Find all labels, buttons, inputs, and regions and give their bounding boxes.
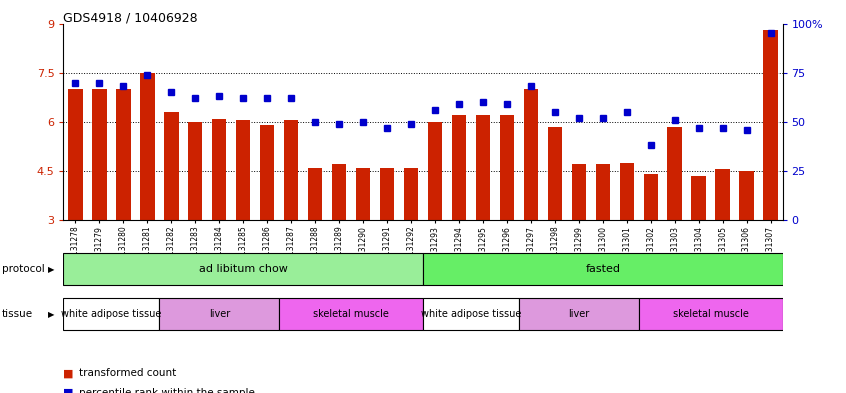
Bar (404, 168, 418, 220)
Bar (260, 125, 274, 220)
Bar (164, 112, 179, 220)
Text: liver: liver (209, 309, 230, 320)
Bar (644, 174, 658, 220)
Text: GDS4918 / 10406928: GDS4918 / 10406928 (63, 12, 198, 25)
Bar (667, 127, 682, 220)
Bar (619, 163, 634, 220)
Bar (63, 253, 423, 285)
Bar (423, 299, 519, 330)
Text: tissue: tissue (2, 309, 33, 320)
Bar (188, 122, 202, 220)
Text: percentile rank within the sample: percentile rank within the sample (79, 388, 255, 393)
Text: ■: ■ (63, 388, 74, 393)
Bar (69, 89, 83, 220)
Bar (236, 120, 250, 220)
Text: white adipose tissue: white adipose tissue (61, 309, 162, 320)
Bar (500, 115, 514, 220)
Bar (639, 299, 783, 330)
Text: skeletal muscle: skeletal muscle (673, 309, 749, 320)
Bar (596, 164, 610, 220)
Bar (572, 164, 586, 220)
Bar (116, 89, 130, 220)
Text: transformed count: transformed count (79, 368, 176, 378)
Bar (475, 115, 490, 220)
Bar (356, 168, 371, 220)
Bar (763, 30, 777, 220)
Text: protocol: protocol (2, 264, 45, 274)
Text: ▶: ▶ (48, 310, 55, 319)
Bar (739, 171, 754, 220)
Text: fasted: fasted (585, 264, 620, 274)
Bar (284, 120, 299, 220)
Bar (308, 168, 322, 220)
Bar (332, 164, 346, 220)
Bar (92, 89, 107, 220)
Bar (428, 122, 442, 220)
Bar (63, 299, 159, 330)
Bar (380, 168, 394, 220)
Text: ■: ■ (63, 368, 74, 378)
Bar (159, 299, 279, 330)
Text: ▶: ▶ (48, 265, 55, 274)
Bar (452, 115, 466, 220)
Text: skeletal muscle: skeletal muscle (313, 309, 389, 320)
Text: liver: liver (569, 309, 590, 320)
Bar (716, 169, 730, 220)
Bar (519, 299, 639, 330)
Bar (691, 176, 706, 220)
Bar (140, 73, 155, 220)
Text: ad libitum chow: ad libitum chow (199, 264, 288, 274)
Bar (212, 119, 227, 220)
Bar (547, 127, 562, 220)
Text: white adipose tissue: white adipose tissue (420, 309, 521, 320)
Bar (524, 89, 538, 220)
Bar (279, 299, 423, 330)
Bar (423, 253, 783, 285)
